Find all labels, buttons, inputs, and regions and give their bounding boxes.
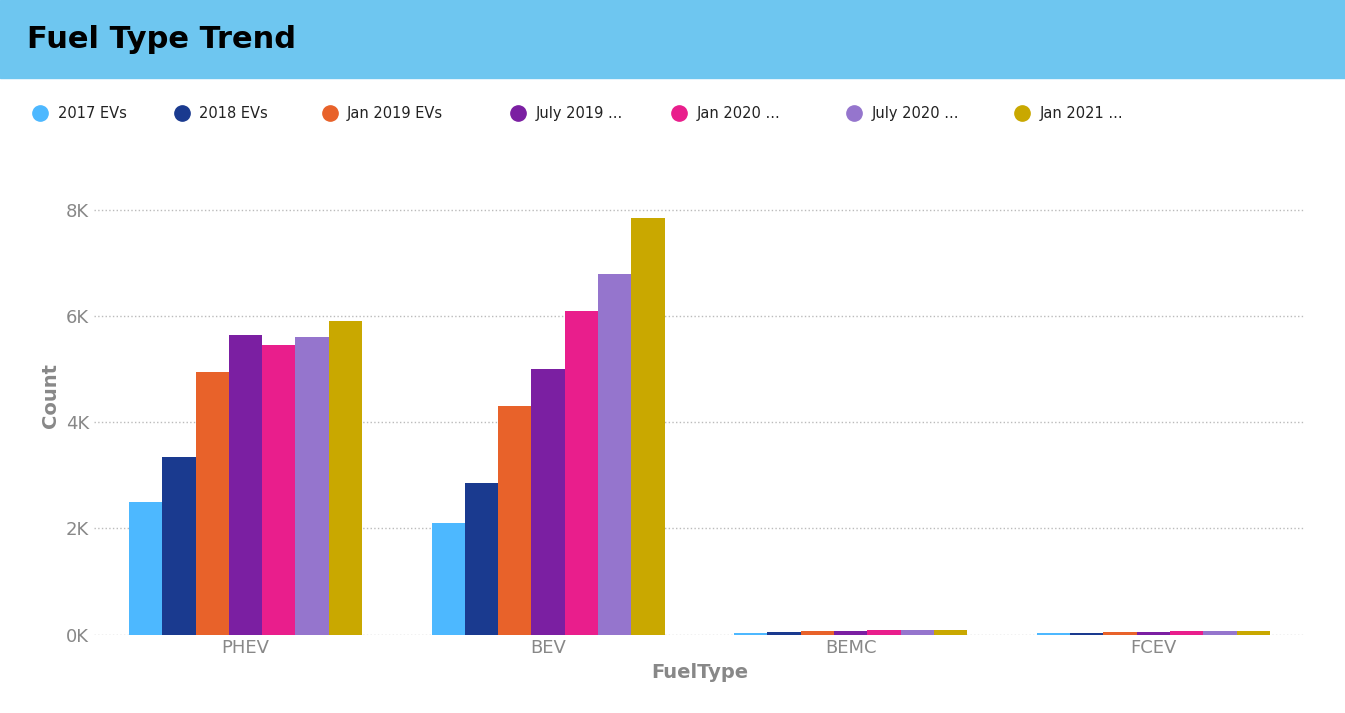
Bar	[432, 523, 465, 635]
Text: July 2019 ...: July 2019 ...	[535, 106, 623, 120]
Text: July 2020 ...: July 2020 ...	[872, 106, 959, 120]
Bar	[1204, 631, 1236, 635]
Text: 2018 EVs: 2018 EVs	[199, 106, 268, 120]
Bar	[768, 632, 800, 635]
Bar	[834, 631, 868, 635]
Bar	[734, 633, 768, 635]
Bar	[465, 483, 498, 635]
Bar	[1236, 630, 1270, 635]
Bar	[868, 630, 901, 635]
Text: Jan 2020 ...: Jan 2020 ...	[697, 106, 780, 120]
Y-axis label: Count: Count	[42, 363, 61, 429]
Bar	[163, 457, 195, 635]
Bar	[296, 337, 328, 635]
Bar	[565, 311, 599, 635]
Bar	[195, 372, 229, 635]
Bar	[1137, 632, 1170, 635]
Bar	[1103, 632, 1137, 635]
Bar	[800, 632, 834, 635]
Text: Jan 2019 EVs: Jan 2019 EVs	[347, 106, 443, 120]
Bar	[1071, 632, 1103, 635]
Bar	[933, 630, 967, 635]
Bar	[498, 406, 531, 635]
Text: Fuel Type Trend: Fuel Type Trend	[27, 25, 296, 53]
Bar	[599, 274, 631, 635]
Bar	[531, 369, 565, 635]
Text: Jan 2021 ...: Jan 2021 ...	[1040, 106, 1123, 120]
Text: 2017 EVs: 2017 EVs	[58, 106, 126, 120]
X-axis label: FuelType: FuelType	[651, 663, 748, 682]
Bar	[229, 334, 262, 635]
Bar	[262, 345, 296, 635]
Bar	[129, 502, 163, 635]
Bar	[1170, 631, 1204, 635]
Bar	[1037, 633, 1071, 635]
Bar	[631, 218, 664, 635]
Bar	[328, 322, 362, 635]
Bar	[901, 630, 933, 635]
